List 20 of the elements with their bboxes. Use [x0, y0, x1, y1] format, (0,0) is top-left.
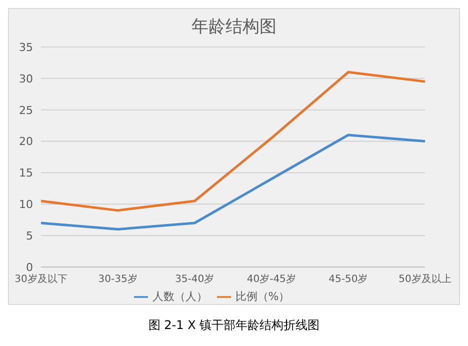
x-tick-label: 40岁-45岁 — [246, 273, 296, 286]
y-tick-label: 10 — [19, 198, 33, 212]
line-series — [40, 134, 426, 231]
legend-label: 人数（人） — [152, 290, 208, 303]
x-tick-label: 35-40岁 — [175, 273, 214, 286]
legend-label: 比例（%） — [235, 290, 290, 303]
x-tick-label: 30岁及以下 — [14, 273, 68, 286]
y-tick-label: 35 — [19, 40, 33, 54]
caption: 图 2-1 X 镇干部年龄结构折线图 — [147, 317, 321, 334]
y-tick-label: 20 — [19, 135, 33, 148]
line-series — [40, 70, 426, 212]
y-tick-label: 0 — [26, 260, 33, 274]
y-tick-label: 5 — [26, 229, 33, 242]
x-tick-label: 50岁及以上 — [398, 273, 452, 286]
x-tick-label: 45-50岁 — [328, 273, 368, 286]
y-tick-label: 25 — [19, 104, 33, 117]
y-tick-label: 30 — [19, 72, 33, 86]
chart-title: 年龄结构图 — [190, 16, 278, 39]
x-tick-label: 30-35岁 — [98, 273, 138, 286]
y-tick-label: 15 — [19, 166, 33, 180]
